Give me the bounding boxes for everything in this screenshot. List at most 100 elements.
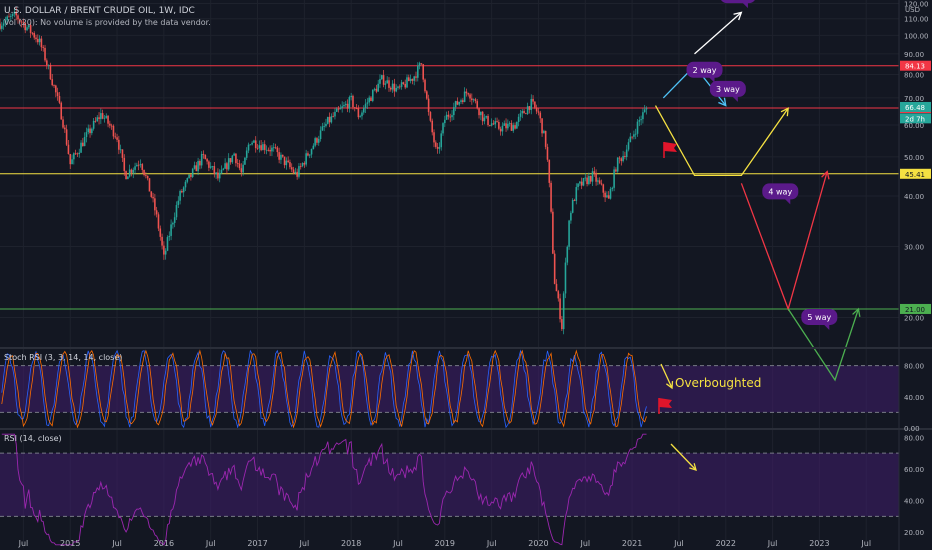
candle-body[interactable] [597, 180, 599, 182]
candle-body[interactable] [4, 20, 7, 24]
candle-body[interactable] [116, 137, 118, 140]
candle-body[interactable] [415, 76, 417, 78]
candle-body[interactable] [348, 97, 351, 109]
candle-body[interactable] [262, 144, 264, 151]
candle-body[interactable] [193, 165, 196, 169]
candle-body[interactable] [557, 291, 560, 299]
candle-body[interactable] [481, 111, 484, 122]
candle-body[interactable] [22, 22, 25, 24]
candle-body[interactable] [571, 200, 574, 213]
candle-body[interactable] [402, 82, 405, 84]
candle-body[interactable] [602, 184, 605, 193]
candle-body[interactable] [217, 172, 219, 179]
candle-body[interactable] [128, 169, 131, 177]
candle-body[interactable] [287, 160, 289, 163]
candle-body[interactable] [444, 119, 446, 124]
candle-body[interactable] [103, 117, 106, 119]
candle-body[interactable] [109, 123, 111, 126]
candle-body[interactable] [328, 116, 331, 123]
candle-body[interactable] [100, 113, 102, 120]
candle-body[interactable] [627, 142, 630, 150]
candle-body[interactable] [110, 125, 113, 127]
candle-body[interactable] [62, 119, 64, 128]
candle-body[interactable] [179, 191, 181, 201]
candle-body[interactable] [92, 120, 95, 129]
candle-body[interactable] [616, 157, 619, 172]
candle-body[interactable] [379, 79, 381, 84]
candle-body[interactable] [265, 149, 268, 151]
candle-body[interactable] [53, 85, 55, 86]
candle-body[interactable] [258, 145, 261, 149]
candle-body[interactable] [447, 114, 450, 117]
candle-body[interactable] [422, 64, 425, 80]
candle-body[interactable] [573, 200, 576, 201]
candle-body[interactable] [281, 154, 284, 157]
candle-body[interactable] [417, 65, 419, 78]
candle-body[interactable] [388, 80, 390, 88]
candle-body[interactable] [364, 103, 367, 108]
candle-body[interactable] [499, 128, 502, 132]
candle-body[interactable] [319, 130, 322, 140]
candle-body[interactable] [19, 19, 21, 22]
candle-series[interactable] [0, 7, 648, 335]
candle-body[interactable] [37, 39, 39, 43]
candle-body[interactable] [137, 164, 140, 166]
candle-body[interactable] [445, 114, 448, 120]
candle-body[interactable] [0, 23, 1, 29]
candle-body[interactable] [523, 111, 525, 114]
candle-body[interactable] [325, 123, 327, 127]
candle-body[interactable] [528, 106, 531, 110]
candle-body[interactable] [389, 87, 392, 90]
candle-body[interactable] [568, 220, 570, 247]
candle-body[interactable] [38, 38, 41, 43]
candle-body[interactable] [579, 181, 581, 184]
candle-body[interactable] [397, 86, 399, 88]
candle-body[interactable] [431, 120, 434, 133]
candle-body[interactable] [146, 175, 149, 179]
candle-body[interactable] [209, 166, 212, 168]
candle-body[interactable] [310, 149, 313, 155]
candle-body[interactable] [427, 98, 430, 113]
candle-body[interactable] [188, 174, 190, 179]
candle-body[interactable] [242, 164, 244, 173]
candle-body[interactable] [101, 113, 104, 119]
candle-body[interactable] [611, 187, 614, 189]
candle-body[interactable] [303, 163, 306, 165]
candle-body[interactable] [476, 101, 479, 109]
candle-body[interactable] [226, 163, 228, 170]
candle-body[interactable] [204, 154, 207, 160]
candle-body[interactable] [604, 192, 606, 198]
candle-body[interactable] [373, 88, 376, 90]
candle-body[interactable] [534, 101, 536, 108]
candle-body[interactable] [589, 175, 592, 182]
candle-body[interactable] [335, 108, 338, 112]
candle-body[interactable] [24, 22, 27, 31]
candle-body[interactable] [107, 115, 109, 124]
candle-body[interactable] [339, 108, 342, 110]
candle-body[interactable] [182, 187, 185, 193]
candle-body[interactable] [245, 150, 248, 158]
candle-body[interactable] [98, 117, 100, 120]
candle-body[interactable] [566, 246, 569, 263]
candle-body[interactable] [546, 146, 549, 160]
candle-body[interactable] [143, 169, 145, 176]
candle-body[interactable] [173, 217, 176, 223]
candle-body[interactable] [312, 145, 315, 150]
candle-body[interactable] [535, 107, 538, 112]
candle-body[interactable] [633, 134, 635, 137]
candle-body[interactable] [326, 116, 329, 124]
candle-body[interactable] [642, 112, 644, 120]
candle-body[interactable] [301, 163, 304, 167]
candle-body[interactable] [625, 149, 628, 158]
candle-body[interactable] [463, 91, 466, 102]
candle-body[interactable] [393, 83, 396, 92]
candle-body[interactable] [595, 172, 597, 182]
candle-body[interactable] [548, 159, 551, 183]
candle-body[interactable] [40, 38, 43, 48]
candle-body[interactable] [490, 123, 493, 126]
scenario-arrow-path[interactable] [787, 308, 860, 382]
candle-body[interactable] [598, 180, 601, 184]
candle-body[interactable] [559, 298, 561, 320]
candle-body[interactable] [634, 133, 637, 135]
